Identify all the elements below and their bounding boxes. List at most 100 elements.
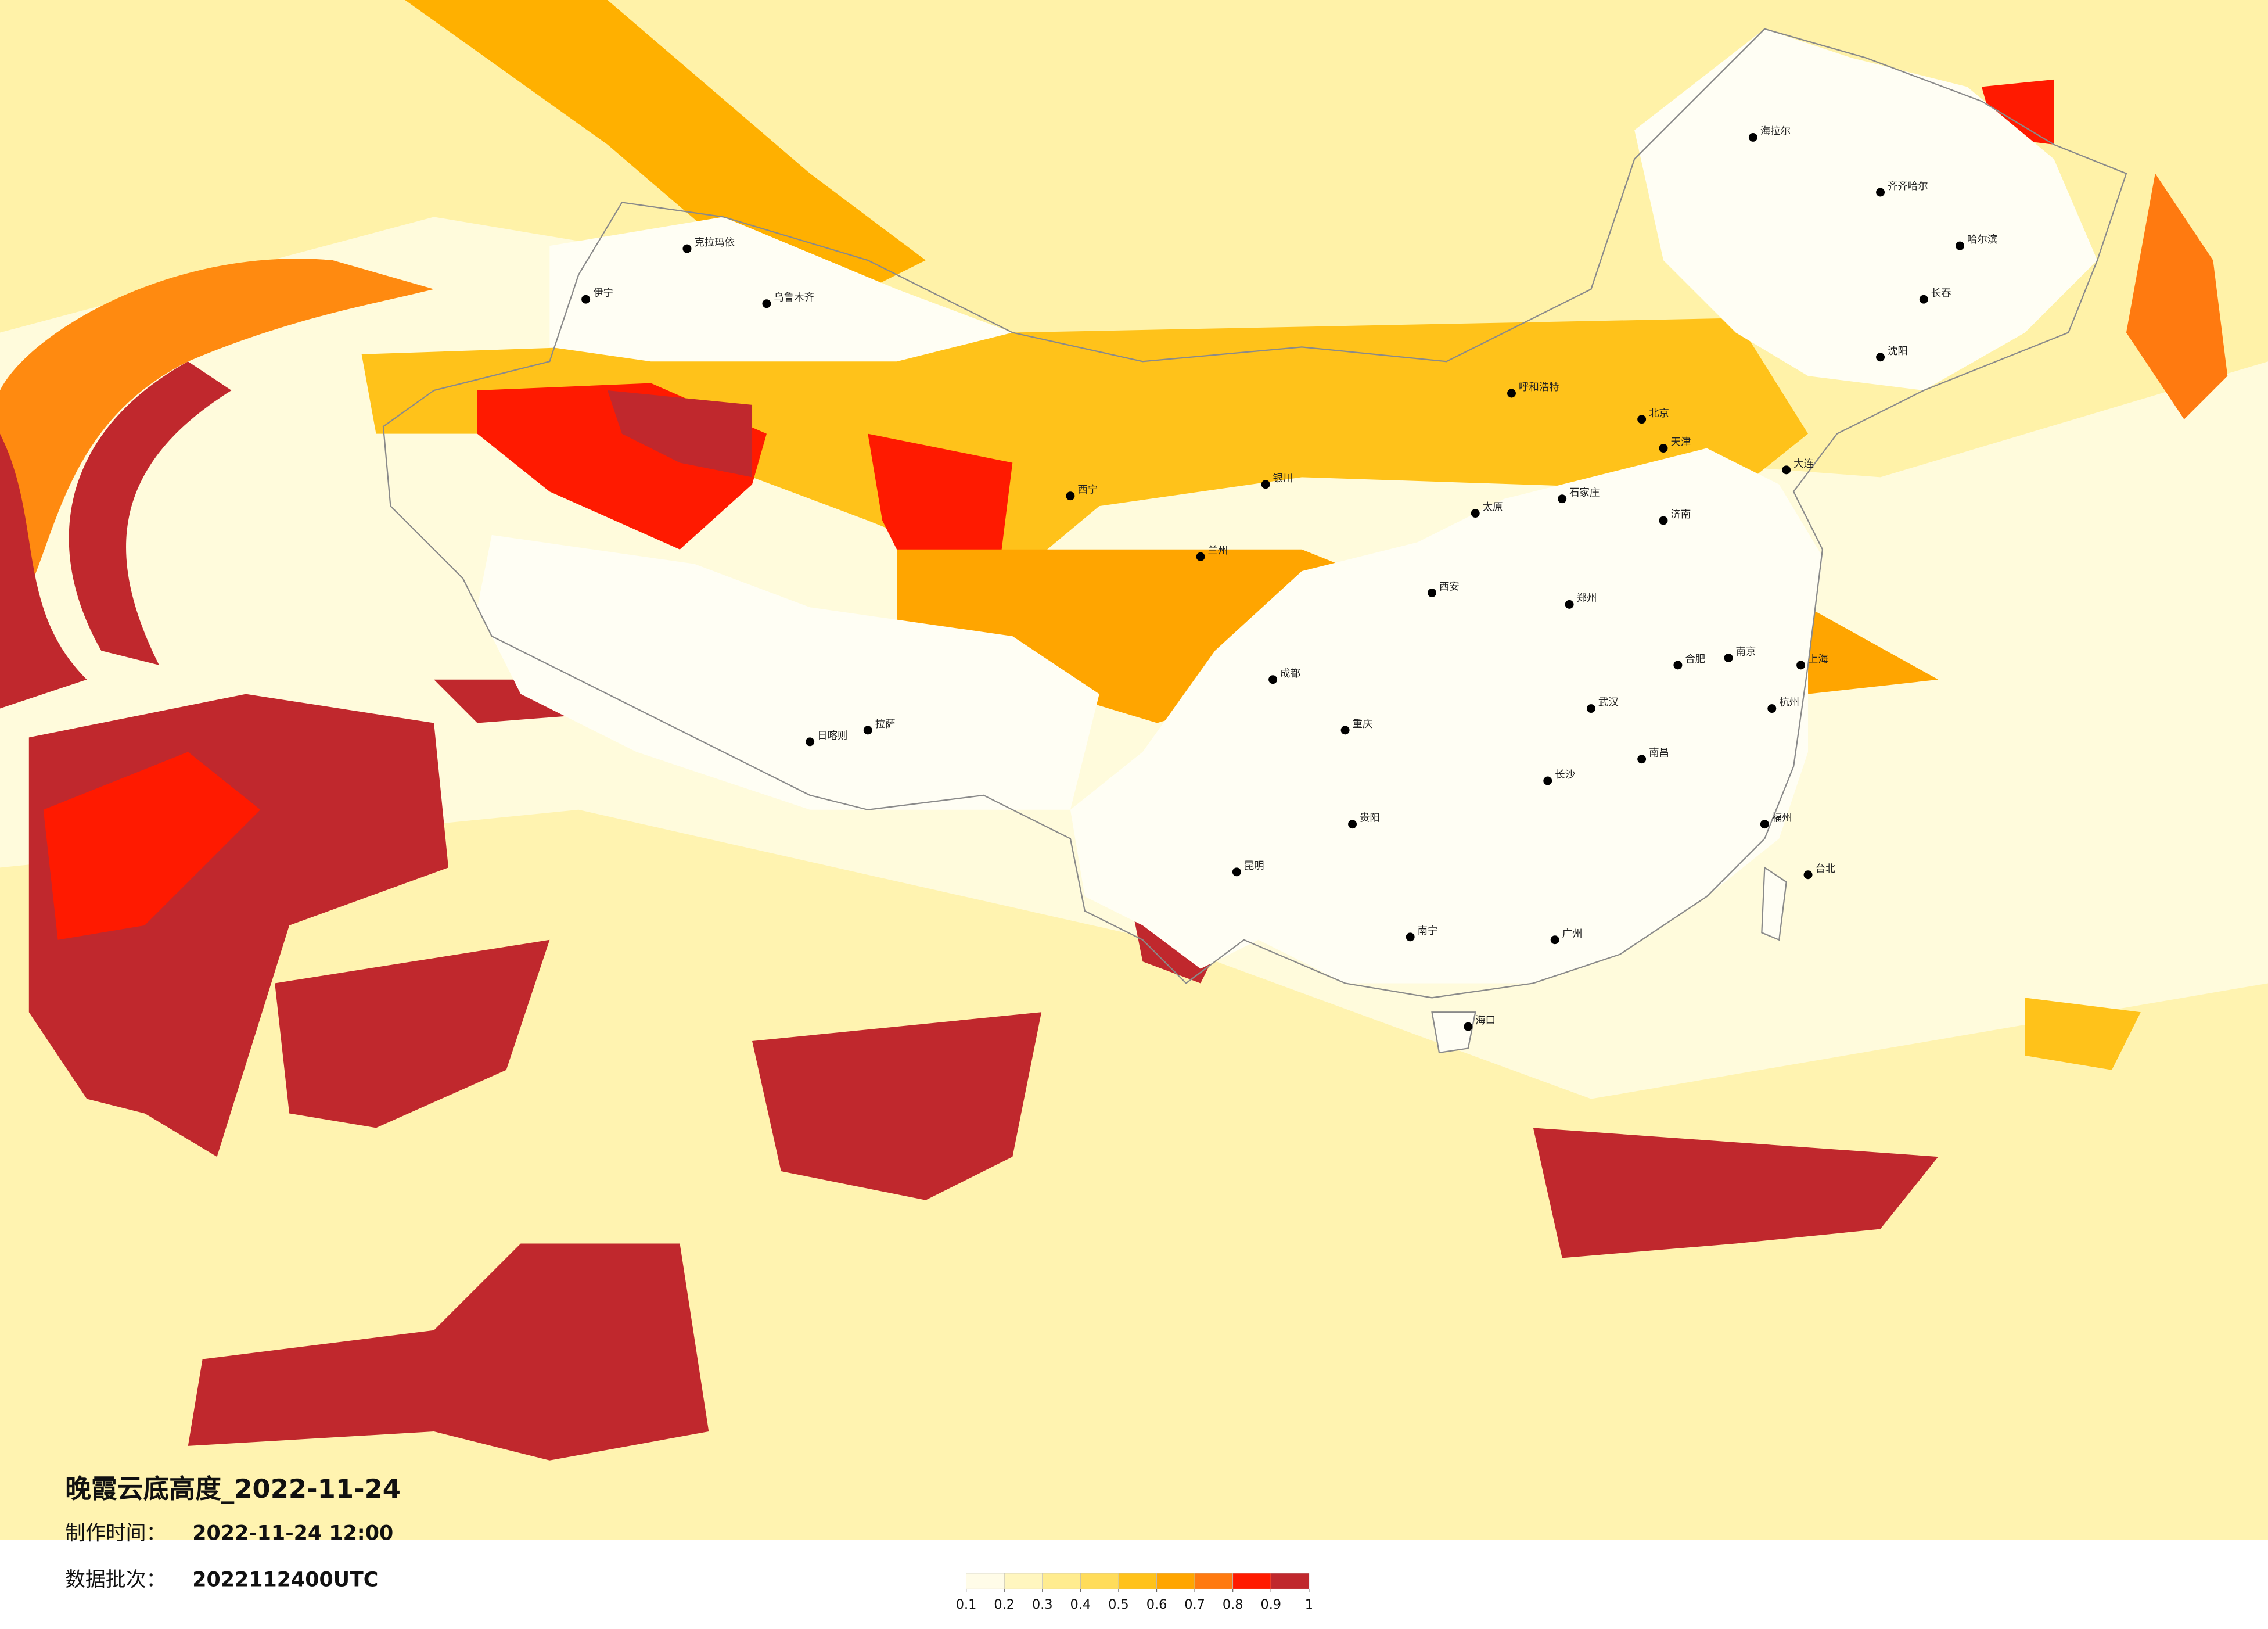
field-orange xyxy=(0,259,434,637)
city-label: 济南 xyxy=(1670,509,1691,521)
city-label: 日喀则 xyxy=(817,730,847,742)
city-dot xyxy=(1196,552,1205,561)
legend-swatch xyxy=(1232,1573,1271,1589)
legend: 0.1 0.2 0.3 0.4 0.5 0.6 0.7 0.8 0.9 1 xyxy=(956,1573,1313,1612)
city-dot xyxy=(1550,935,1559,945)
legend-swatch xyxy=(1156,1573,1195,1589)
city-label: 哈尔滨 xyxy=(1967,234,1997,246)
legend-tick-label: 0.1 xyxy=(956,1597,977,1612)
city-dot xyxy=(1261,480,1270,489)
city-dot xyxy=(1587,704,1595,713)
city-label: 西宁 xyxy=(1077,485,1098,496)
city-label: 兰州 xyxy=(1208,545,1228,557)
city-label: 重庆 xyxy=(1353,719,1373,730)
city-label: 成都 xyxy=(1280,668,1300,680)
land-clear xyxy=(1634,28,2098,391)
city-label: 克拉玛依 xyxy=(694,237,735,249)
legend-tick-label: 0.8 xyxy=(1223,1597,1243,1612)
land-clear xyxy=(477,534,1099,810)
city-dot xyxy=(1803,870,1813,880)
city-dot xyxy=(581,295,591,304)
city-dot xyxy=(1956,241,1965,250)
city-dot xyxy=(1543,776,1552,785)
legend-swatch xyxy=(1194,1573,1234,1589)
city-label: 台北 xyxy=(1815,863,1835,875)
city-label: 上海 xyxy=(1808,654,1828,665)
city-label: 海拉尔 xyxy=(1760,125,1791,137)
city-label: 西安 xyxy=(1439,581,1460,593)
city-dot xyxy=(1919,295,1928,304)
city-dot xyxy=(1348,820,1357,829)
city-dot xyxy=(1782,465,1791,475)
field-darkred xyxy=(69,361,232,665)
legend-tick-label: 0.6 xyxy=(1146,1597,1167,1612)
city-label: 贵阳 xyxy=(1360,813,1380,824)
city-dot xyxy=(1748,132,1757,142)
legend-swatch xyxy=(1004,1573,1043,1589)
map-title: 晚霞云底高度_2022-11-24 xyxy=(65,1473,401,1504)
field-darkred xyxy=(607,390,753,478)
city-label: 杭州 xyxy=(1779,697,1799,709)
legend-tick-label: 0.7 xyxy=(1184,1597,1205,1612)
legend-tick-label: 0.4 xyxy=(1070,1597,1091,1612)
field-red xyxy=(43,752,261,940)
land-clear xyxy=(549,217,1013,362)
city-label: 长春 xyxy=(1931,288,1951,299)
city-dot xyxy=(1406,932,1415,942)
city-label: 南宁 xyxy=(1418,925,1438,937)
city-label: 沈阳 xyxy=(1888,346,1908,357)
city-dot xyxy=(1471,509,1480,518)
city-dot xyxy=(863,726,872,735)
city-dot xyxy=(1659,444,1668,453)
city-dot xyxy=(1637,755,1647,764)
info-label: 数据批次： xyxy=(65,1568,166,1591)
city-label: 海口 xyxy=(1475,1015,1496,1027)
city-dot xyxy=(1507,389,1516,398)
field-darkred xyxy=(188,1243,709,1461)
city-label: 郑州 xyxy=(1577,593,1597,604)
city-label: 广州 xyxy=(1562,928,1583,940)
legend-tick-label: 1 xyxy=(1305,1597,1313,1612)
city-dot xyxy=(1565,600,1574,609)
island-border xyxy=(1431,866,1787,1054)
clear-land xyxy=(477,28,2098,984)
city-label: 大连 xyxy=(1793,458,1814,470)
city-label: 伊宁 xyxy=(593,288,613,299)
city-label: 福州 xyxy=(1772,813,1792,824)
city-dot xyxy=(1796,661,1806,670)
city-dot xyxy=(1428,588,1437,597)
legend-swatch xyxy=(1270,1573,1310,1589)
city-dot xyxy=(1464,1022,1473,1031)
legend-swatch xyxy=(1118,1573,1157,1589)
city-dot xyxy=(1558,494,1567,504)
field-darkred xyxy=(752,1012,1042,1200)
field-darkred xyxy=(1533,1128,1939,1258)
city-label: 长沙 xyxy=(1555,769,1575,781)
city-dot xyxy=(1637,415,1647,424)
city-dot xyxy=(762,299,771,308)
legend-tick-label: 0.5 xyxy=(1108,1597,1129,1612)
city-label: 太原 xyxy=(1483,502,1503,514)
info-value: 2022-11-24 12:00 xyxy=(192,1522,393,1545)
city-dot xyxy=(1767,704,1777,713)
city-label: 石家庄 xyxy=(1569,487,1600,499)
city-label: 乌鲁木齐 xyxy=(774,292,814,304)
city-dot xyxy=(1724,653,1733,662)
land-clear xyxy=(1070,448,1823,984)
legend-swatch xyxy=(1042,1573,1081,1589)
city-dot xyxy=(1876,188,1885,197)
city-label: 南京 xyxy=(1736,646,1756,658)
city-label: 昆明 xyxy=(1244,860,1264,872)
info-label: 制作时间： xyxy=(65,1522,166,1545)
city-dot xyxy=(1876,353,1885,362)
city-dot xyxy=(806,737,815,747)
legend-tick-label: 0.9 xyxy=(1260,1597,1281,1612)
city-label: 武汉 xyxy=(1598,697,1619,709)
field-darkred xyxy=(0,433,87,709)
city-dot xyxy=(682,244,692,253)
city-dot xyxy=(1268,675,1278,684)
info-value: 2022112400UTC xyxy=(192,1568,378,1591)
city-dot xyxy=(1232,867,1241,877)
city-label: 拉萨 xyxy=(875,719,896,730)
